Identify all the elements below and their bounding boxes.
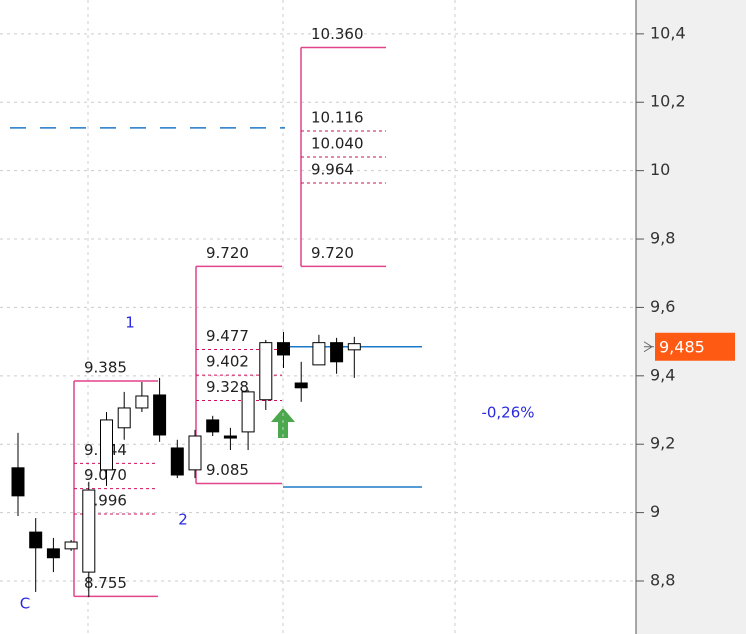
level-label: 8.755 xyxy=(84,574,127,592)
candle-body xyxy=(294,382,308,389)
candle-body xyxy=(259,342,273,401)
level-label: 9.385 xyxy=(84,358,127,376)
candle-body xyxy=(135,395,149,409)
candle-body xyxy=(11,467,25,497)
y-tick-label: 10,4 xyxy=(650,23,686,42)
y-tick-label: 10,2 xyxy=(650,92,686,111)
candle-body xyxy=(170,447,184,476)
candle-body xyxy=(46,548,60,559)
y-tick-label: 9,6 xyxy=(650,297,675,316)
wave-label: 1 xyxy=(125,314,135,332)
fib-label: 10.116 xyxy=(311,108,364,126)
candle-body xyxy=(117,407,131,429)
candle-body xyxy=(277,342,290,356)
fib-label: 9.328 xyxy=(206,378,249,396)
candle-body xyxy=(312,342,326,366)
axis-panel xyxy=(636,0,746,634)
wave-label: C xyxy=(20,595,30,613)
level-label: 9.085 xyxy=(206,461,249,479)
price-tag-label: 9,485 xyxy=(659,337,705,356)
change-label: -0,26% xyxy=(481,404,534,422)
level-label: 9.720 xyxy=(206,244,249,262)
y-tick-label: 10 xyxy=(650,160,670,179)
candle-body xyxy=(330,342,344,363)
y-tick-label: 9,4 xyxy=(650,365,675,384)
fib-label: 9.964 xyxy=(311,160,354,178)
candle-body xyxy=(241,391,255,433)
candle-body xyxy=(100,419,113,471)
candle-body xyxy=(82,489,96,573)
fib-label: 9.402 xyxy=(206,353,249,371)
candle-body xyxy=(206,419,220,433)
candle-body xyxy=(64,541,78,550)
candle-body xyxy=(347,343,361,351)
candle-body xyxy=(29,531,43,549)
level-label: 10.360 xyxy=(311,25,364,43)
fib-label: 9.070 xyxy=(84,466,127,484)
fib-label: 9.477 xyxy=(206,327,249,345)
y-tick-label: 9 xyxy=(650,502,660,521)
price-tag xyxy=(655,332,735,361)
y-tick-label: 9,2 xyxy=(650,434,675,453)
candle-body xyxy=(223,435,237,439)
wave-label: 2 xyxy=(178,511,188,529)
y-tick-label: 8,8 xyxy=(650,570,675,589)
level-label: 9.720 xyxy=(311,244,354,262)
y-tick-label: 9,8 xyxy=(650,229,675,248)
price-pointer xyxy=(643,341,654,353)
candle-body xyxy=(153,394,167,436)
candle-body xyxy=(188,435,202,471)
fib-label: 10.040 xyxy=(311,134,364,152)
